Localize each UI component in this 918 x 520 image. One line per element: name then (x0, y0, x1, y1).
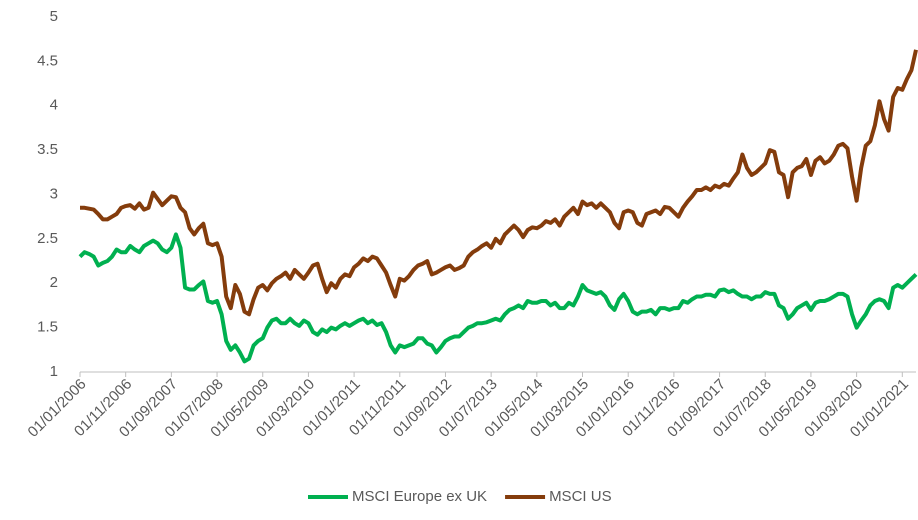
y-tick-label: 3 (50, 185, 58, 202)
y-tick-label: 2 (50, 274, 58, 291)
legend-label: MSCI US (549, 488, 612, 505)
y-tick-label: 4 (50, 97, 58, 114)
y-tick-label: 1 (50, 363, 58, 380)
series-line (78, 232, 918, 364)
y-tick-label: 1.5 (37, 319, 58, 336)
y-tick-label: 4.5 (37, 52, 58, 69)
series-line (80, 49, 918, 317)
y-tick-label: 2.5 (37, 230, 58, 247)
y-tick-label: 3.5 (37, 141, 58, 158)
y-tick-label: 5 (50, 8, 58, 25)
legend-label: MSCI Europe ex UK (352, 488, 487, 505)
